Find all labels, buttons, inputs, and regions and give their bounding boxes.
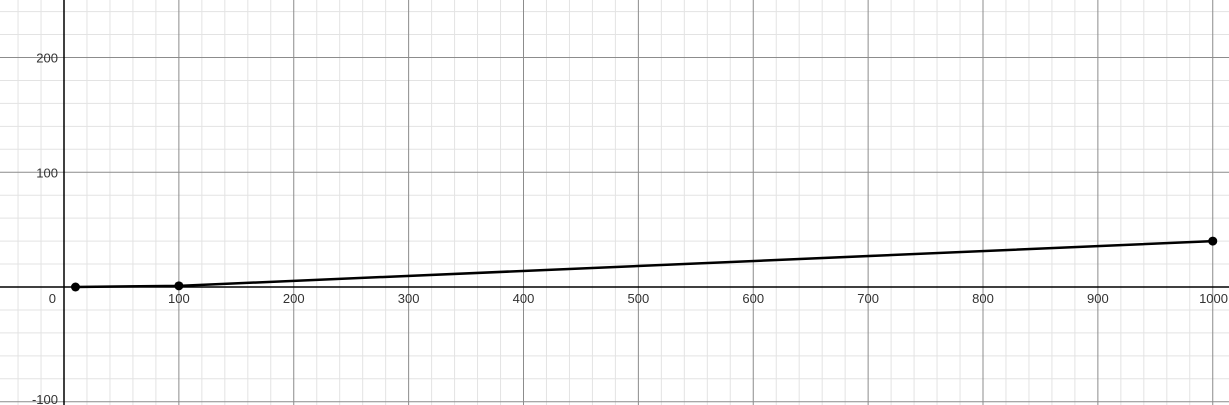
x-tick-label: 300 <box>398 291 420 306</box>
y-tick-label: 200 <box>36 51 58 66</box>
series-layer <box>70 236 1218 292</box>
x-tick-label: 600 <box>742 291 764 306</box>
y-tick-label: -100 <box>32 392 58 405</box>
x-tick-label: 500 <box>628 291 650 306</box>
x-tick-label: 900 <box>1087 291 1109 306</box>
x-tick-label: 700 <box>857 291 879 306</box>
y-tick-labels: -100 100 200 <box>32 51 58 405</box>
origin-label: 0 <box>49 291 56 306</box>
data-point[interactable] <box>174 281 184 291</box>
x-tick-label: 400 <box>513 291 535 306</box>
x-tick-label: 200 <box>283 291 305 306</box>
y-tick-label: 100 <box>36 165 58 180</box>
x-tick-label: 100 <box>168 291 190 306</box>
x-tick-label: 800 <box>972 291 994 306</box>
x-tick-labels: 100 200 300 400 500 600 700 800 900 1000 <box>168 291 1228 306</box>
x-tick-label: 1000 <box>1199 291 1228 306</box>
data-point[interactable] <box>1208 236 1218 246</box>
data-point[interactable] <box>70 282 80 292</box>
